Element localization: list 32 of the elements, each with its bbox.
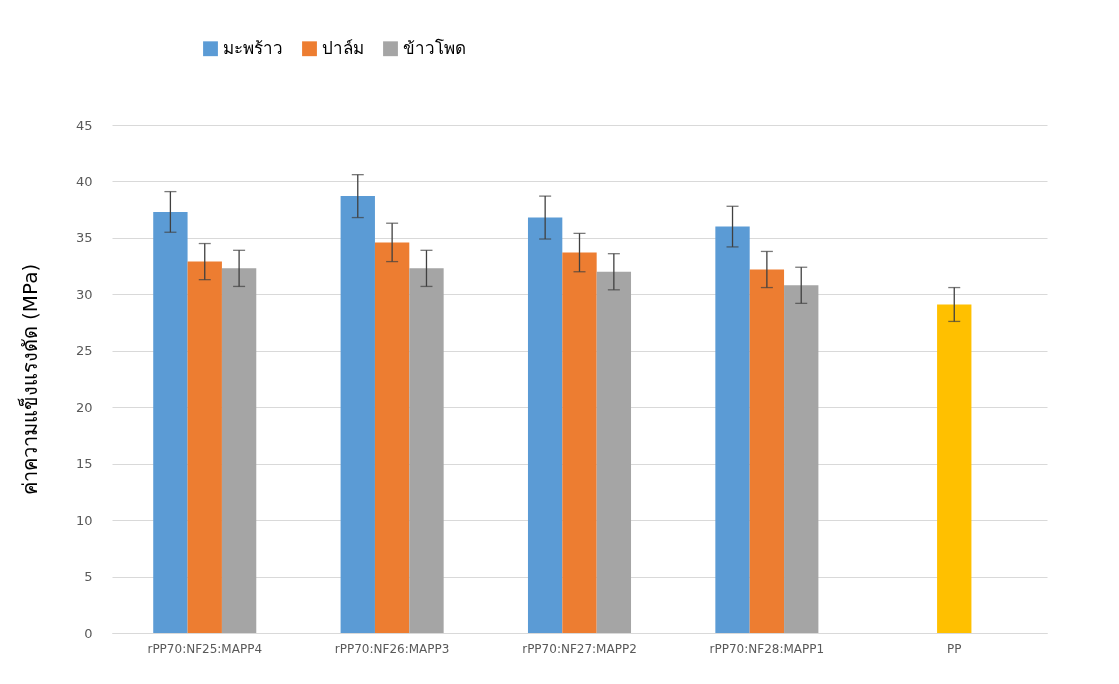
y-tick-label: 45 [75, 117, 93, 133]
bar [374, 242, 410, 633]
bar [409, 268, 444, 633]
y-tick-label: 10 [75, 512, 93, 528]
y-tick-label: 35 [75, 230, 93, 246]
y-tick-label: 15 [75, 456, 93, 472]
x-tick-label: rPP70:NF28:MAPP1 [709, 641, 825, 656]
legend-label: มะพร้าว [223, 37, 283, 58]
legend-label: ปาล์ม [322, 37, 364, 58]
bar [153, 211, 188, 633]
y-tick-label: 20 [75, 399, 93, 415]
bar [187, 261, 222, 633]
x-tick-label: rPP70:NF25:MAPP4 [147, 641, 263, 656]
bar [596, 271, 632, 633]
legend-label: ข้าวโพด [403, 37, 466, 58]
y-tick-label: 0 [84, 625, 93, 641]
y-tick-label: 25 [75, 343, 93, 359]
x-tick-label: PP [947, 641, 962, 656]
bar [749, 269, 785, 633]
y-tick-label: 40 [75, 173, 93, 189]
bar [562, 252, 597, 633]
y-axis-title: ค่าความแข็งแรงดัด (MPa) [16, 263, 42, 496]
bar [937, 304, 972, 633]
bar [715, 226, 750, 633]
y-tick-label: 5 [84, 569, 93, 585]
bar [527, 217, 563, 633]
bar [221, 268, 257, 633]
x-tick-label: rPP70:NF27:MAPP2 [522, 641, 637, 656]
x-tick-label: rPP70:NF26:MAPP3 [334, 641, 450, 656]
bar [784, 285, 819, 633]
y-tick-label: 30 [75, 286, 93, 302]
bar [340, 196, 375, 633]
